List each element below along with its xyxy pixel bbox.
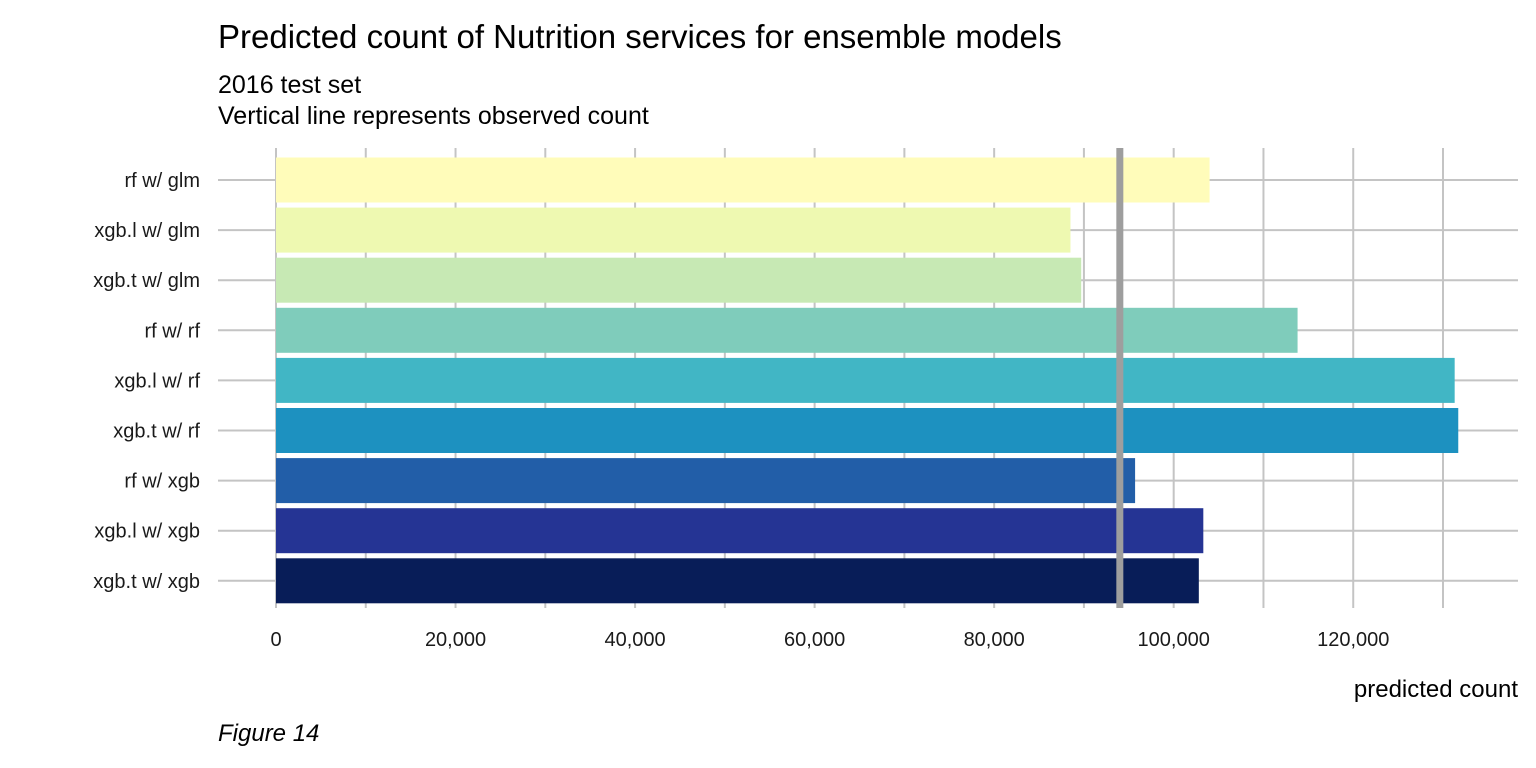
bar-3 <box>276 257 1082 303</box>
y-tick-label: xgb.l w/ rf <box>114 370 200 392</box>
y-tick-label: rf w/ xgb <box>124 471 200 493</box>
x-tick-label: 60,000 <box>784 629 845 651</box>
y-tick-label: xgb.t w/ xgb <box>93 571 200 593</box>
bar-6 <box>276 408 1459 453</box>
bar-5 <box>276 357 1455 403</box>
figure-caption: Figure 14 <box>218 720 320 747</box>
bar-4 <box>276 307 1298 353</box>
y-tick-label: xgb.l w/ xgb <box>94 521 200 543</box>
x-tick-label: 100,000 <box>1138 629 1210 651</box>
x-tick-label: 20,000 <box>425 629 486 651</box>
bars <box>276 157 1459 604</box>
subtitle-line-1: 2016 test set <box>218 71 362 99</box>
x-tick-label: 40,000 <box>604 629 665 651</box>
bar-7 <box>276 458 1136 504</box>
y-tick-label: rf w/ glm <box>124 170 200 192</box>
x-axis-label: predicted count <box>1353 676 1518 703</box>
bar-9 <box>276 558 1199 604</box>
x-tick-label: 0 <box>270 629 281 651</box>
subtitle-line-2: Vertical line represents observed count <box>218 102 649 130</box>
y-tick-label: xgb.l w/ glm <box>94 220 200 242</box>
y-tick-label: xgb.t w/ glm <box>93 270 200 292</box>
axis-ticks: rf w/ glm xgb.l w/ glm xgb.t w/ glm rf w/ r… <box>93 170 1389 651</box>
bar-8 <box>276 508 1204 554</box>
y-tick-label: rf w/ rf <box>144 320 200 342</box>
chart-subtitle: 2016 test set Vertical line represents o… <box>218 70 649 132</box>
bar-1 <box>276 157 1210 203</box>
chart-title: Predicted count of Nutrition services fo… <box>218 18 1062 55</box>
y-tick-label: xgb.t w/ rf <box>113 421 200 443</box>
x-tick-label: 120,000 <box>1317 629 1389 651</box>
x-tick-label: 80,000 <box>964 629 1025 651</box>
bar-2 <box>276 207 1071 253</box>
